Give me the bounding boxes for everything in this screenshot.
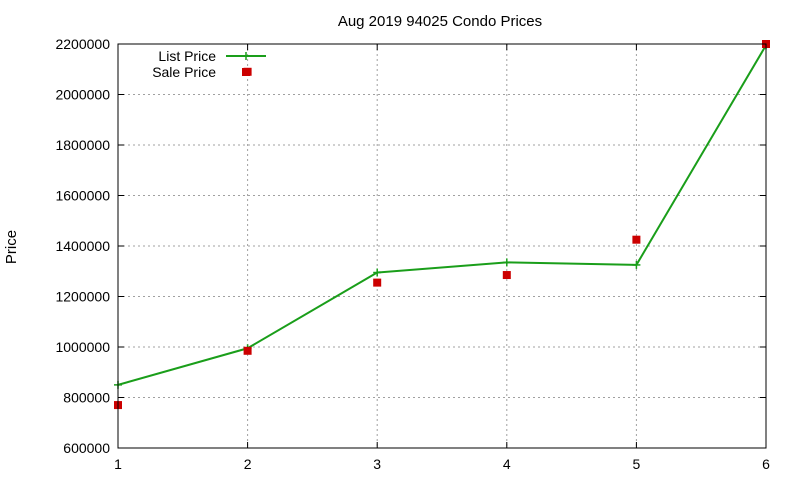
- y-tick-label: 1000000: [55, 339, 110, 355]
- x-tick-label: 1: [114, 456, 122, 472]
- list-price-line: [117, 44, 767, 386]
- series-layer: [114, 40, 770, 410]
- series-list-price: [114, 41, 770, 389]
- legend-square-marker: [242, 68, 250, 76]
- y-tick-label: 1400000: [55, 238, 110, 254]
- y-tick-label: 2200000: [55, 36, 110, 52]
- y-axis-label: Price: [3, 230, 20, 264]
- y-tick-label: 1600000: [55, 188, 110, 204]
- sale-price-point: [243, 346, 252, 355]
- y-tick-label: 600000: [63, 440, 110, 456]
- sale-price-point: [373, 278, 382, 287]
- axis-ticks: 1 2 3 4 5 6 600000 800000 1000000 1200000 1400000 1…: [55, 36, 770, 472]
- y-tick-label: 800000: [63, 390, 110, 406]
- list-price-point: [373, 268, 382, 277]
- sale-price-point: [632, 235, 641, 244]
- legend-label: Sale Price: [152, 64, 216, 80]
- x-tick-label: 2: [244, 456, 252, 472]
- sale-price-point: [502, 271, 511, 280]
- series-sale-price: [114, 40, 770, 410]
- list-price-point: [632, 260, 641, 269]
- legend-label: List Price: [158, 48, 216, 64]
- plot-frame: [117, 43, 767, 449]
- grid-lines: [118, 44, 766, 448]
- x-tick-label: 3: [373, 456, 381, 472]
- legend-plus-marker: [242, 52, 250, 60]
- y-tick-label: 1800000: [55, 137, 110, 153]
- x-tick-label: 6: [762, 456, 770, 472]
- chart-title: Aug 2019 94025 Condo Prices: [338, 13, 542, 30]
- list-price-point: [502, 258, 511, 267]
- x-tick-label: 4: [503, 456, 511, 472]
- x-tick-label: 5: [633, 456, 641, 472]
- y-tick-label: 2000000: [55, 87, 110, 103]
- y-tick-label: 1200000: [55, 289, 110, 305]
